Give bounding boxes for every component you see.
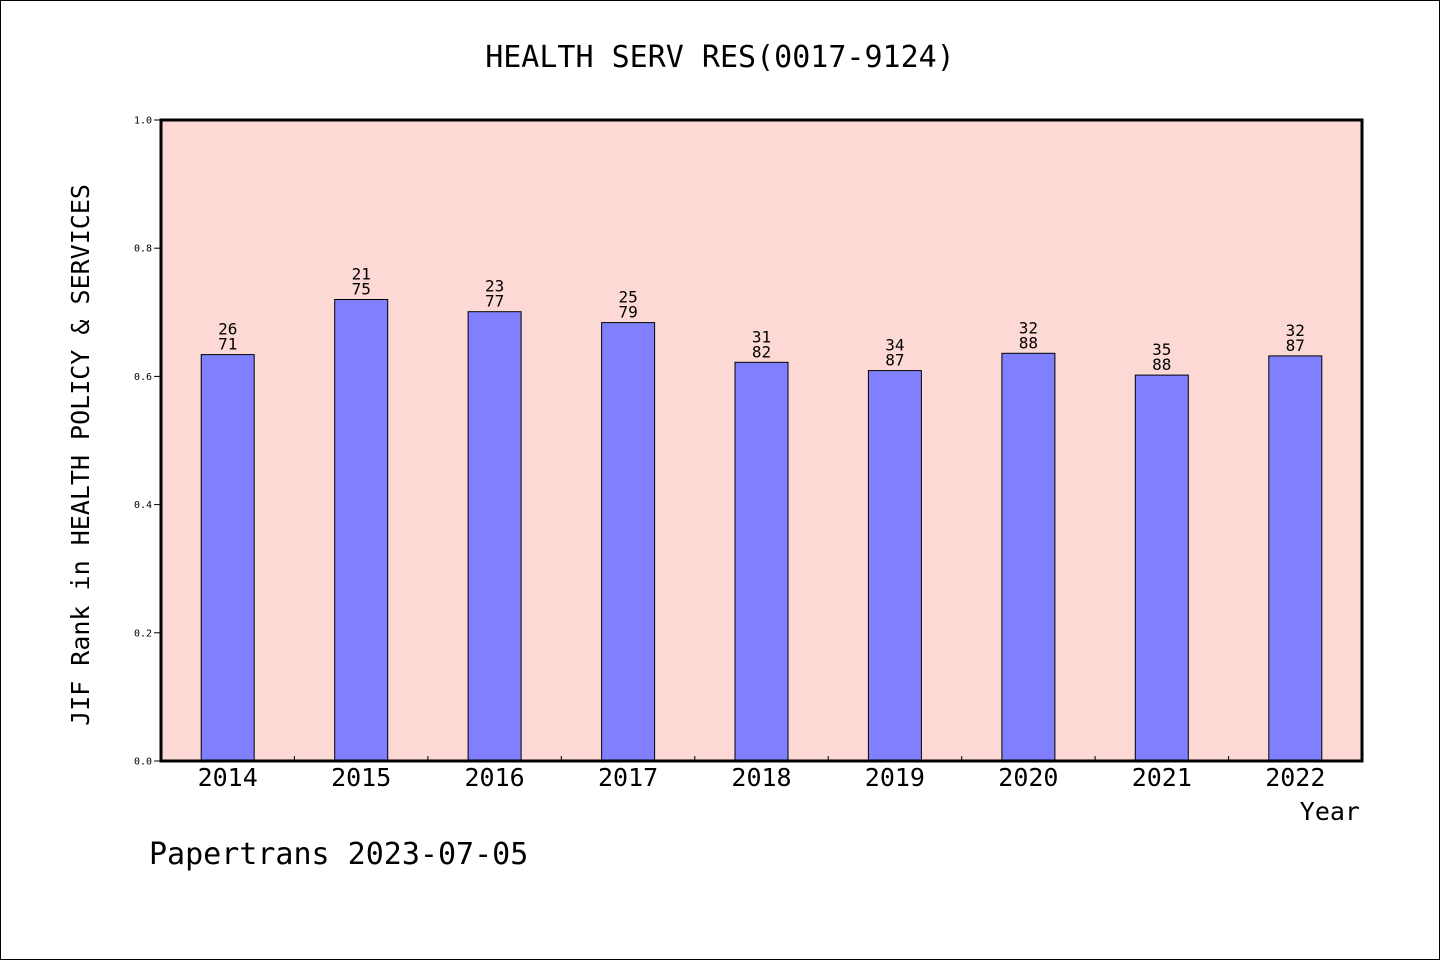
bar-total-label: 77: [485, 292, 504, 311]
x-tick-label: 2021: [1132, 763, 1192, 792]
y-tick-label: 1.0: [134, 116, 152, 127]
x-tick-label: 2015: [331, 763, 391, 792]
bar-2018: [734, 361, 789, 762]
bar-rank-label: 26: [218, 320, 237, 339]
y-tick-label: 0.2: [134, 628, 152, 639]
plot-frame: [159, 118, 1364, 763]
y-tick-label: 0.0: [134, 757, 152, 768]
bar-total-label: 79: [618, 303, 637, 322]
bars-group: [200, 299, 1323, 762]
bar-2016: [467, 311, 522, 762]
x-tick-label: 2018: [731, 763, 791, 792]
y-tick-label: 0.8: [134, 244, 152, 255]
bar-rank-label: 32: [1286, 321, 1305, 340]
bar-rank-label: 34: [885, 336, 904, 355]
bar-rank-label: 35: [1152, 340, 1171, 359]
x-axis-label: Year: [1300, 797, 1360, 826]
bar-2014: [200, 354, 255, 762]
bar-total-label: 88: [1019, 333, 1038, 352]
x-tick-label: 2022: [1265, 763, 1325, 792]
x-tick-label: 2020: [998, 763, 1058, 792]
footer-credit: Papertrans 2023-07-05: [149, 837, 528, 872]
bar-total-label: 75: [352, 280, 371, 299]
bar-total-label: 88: [1152, 355, 1171, 374]
y-tick-label: 0.4: [134, 500, 152, 511]
bar-total-label: 71: [218, 335, 237, 354]
y-tick-label: 0.6: [134, 372, 152, 383]
bar-2015: [334, 299, 389, 762]
x-tick-label: 2017: [598, 763, 658, 792]
bar-2021: [1134, 374, 1189, 762]
bar-rank-label: 32: [1019, 318, 1038, 337]
x-tick-label: 2016: [464, 763, 524, 792]
bar-2022: [1268, 355, 1323, 762]
bar-2020: [1001, 352, 1056, 762]
bar-rank-label: 31: [752, 327, 771, 346]
bar-total-label: 87: [1286, 336, 1305, 355]
bar-total-label: 82: [752, 342, 771, 361]
x-tick-label: 2019: [865, 763, 925, 792]
bar-rank-label: 25: [618, 288, 637, 307]
x-axis-ticks: 2014 2015 2016 2017 2018 2019 2020 2021 2022: [198, 756, 1325, 792]
bar-rank-label: 21: [352, 265, 371, 284]
bar-2019: [867, 370, 922, 762]
y-axis-label: JIF Rank in HEALTH POLICY & SERVICES: [66, 184, 95, 726]
y-axis-ticks: 0.0 0.2 0.4 0.6 0.8 1.0: [134, 116, 161, 768]
chart-title: HEALTH SERV RES(0017-9124): [485, 40, 955, 75]
bar-2017: [601, 322, 656, 762]
bar-rank-label: 23: [485, 277, 504, 296]
x-tick-label: 2014: [198, 763, 258, 792]
bar-total-label: 87: [885, 351, 904, 370]
